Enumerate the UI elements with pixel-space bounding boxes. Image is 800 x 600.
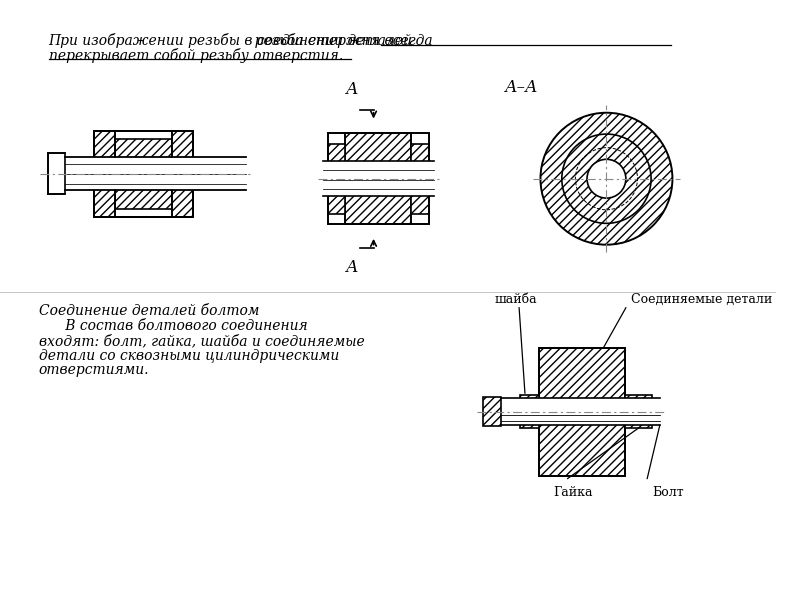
Bar [172, 131, 193, 217]
Bar [47, 154, 65, 194]
Bar [94, 131, 193, 217]
Bar [539, 347, 625, 476]
Bar [323, 161, 434, 196]
Bar [539, 347, 625, 402]
Text: шайба: шайба [495, 293, 538, 306]
Bar [346, 133, 411, 224]
Text: Болт: Болт [652, 486, 684, 499]
Text: отверстиями.: отверстиями. [39, 363, 150, 377]
Bar [328, 144, 346, 214]
Bar [115, 139, 172, 209]
Bar [539, 421, 625, 476]
Bar [328, 133, 429, 224]
Text: резьба стержня всегда: резьба стержня всегда [49, 33, 432, 48]
Text: Соединение деталей болтом: Соединение деталей болтом [39, 304, 259, 318]
Text: детали со сквозными цилиндрическими: детали со сквозными цилиндрическими [39, 349, 339, 362]
Text: В состав болтового соединения: В состав болтового соединения [39, 319, 307, 334]
Text: А: А [346, 259, 358, 276]
Bar [520, 395, 539, 428]
Ellipse shape [587, 160, 626, 198]
Bar [501, 398, 660, 425]
Text: входят: болт, гайка, шайба и соединяемые: входят: болт, гайка, шайба и соединяемые [39, 334, 365, 348]
Text: При изображении резьбы в соединении деталей: При изображении резьбы в соединении дета… [49, 33, 417, 48]
Bar [483, 397, 501, 426]
Text: А: А [346, 81, 358, 98]
Text: Соединяемые детали: Соединяемые детали [630, 293, 772, 306]
Bar [625, 395, 652, 428]
Text: А–А: А–А [505, 79, 538, 96]
Bar [65, 157, 246, 190]
Bar [94, 131, 115, 217]
Text: Гайка: Гайка [553, 486, 593, 499]
Bar [411, 144, 429, 214]
Ellipse shape [562, 134, 651, 223]
Ellipse shape [541, 113, 673, 245]
Text: перекрывает собой резьбу отверстия.: перекрывает собой резьбу отверстия. [49, 48, 342, 63]
